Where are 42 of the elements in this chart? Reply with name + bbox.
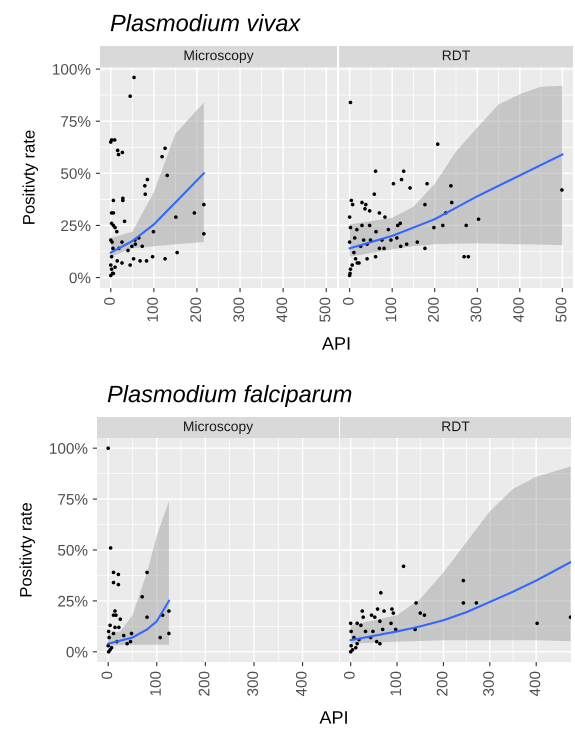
chart-subtitle: RDT [442, 50, 470, 60]
x-tick-label: 0 [101, 672, 112, 679]
chart-subtitle: RDT [442, 422, 470, 432]
x-tick-label: 100 [385, 298, 396, 322]
x-tick-label: 100 [390, 672, 402, 696]
y-axis-title: Positivty rate [22, 130, 38, 224]
chart-title: Plasmodium vivax [110, 14, 301, 32]
chart-subtitle: Microscopy [184, 421, 254, 434]
y-tick-label: 50% [58, 544, 88, 556]
y-tick-label: 75% [58, 494, 88, 505]
x-tick-label: 0 [104, 298, 115, 305]
x-tick-label: 200 [428, 298, 439, 322]
x-tick-label: 500 [556, 298, 566, 322]
y-tick-label: 75% [61, 116, 90, 127]
x-axis-title: API [319, 711, 347, 724]
y-tick-label: 50% [61, 168, 90, 180]
x-tick-label: 200 [436, 672, 448, 696]
y-tick-label: 100% [53, 64, 90, 75]
x-tick-label: 200 [198, 672, 210, 696]
y-axis-title: Positivty rate [19, 503, 36, 596]
x-axis-title: API [322, 337, 350, 350]
x-tick-label: 200 [190, 298, 202, 322]
y-tick-label: 25% [61, 220, 90, 232]
y-tick-label: 0% [69, 272, 90, 284]
y-tick-label: 0% [66, 646, 88, 658]
chart-title: Plasmodium falciparum [108, 384, 352, 408]
x-tick-label: 100 [150, 672, 161, 696]
x-tick-label: 300 [483, 672, 494, 696]
y-tick-label: 25% [58, 596, 88, 607]
x-tick-label: 0 [342, 298, 354, 305]
y-tick-label: 100% [50, 443, 88, 454]
x-tick-label: 400 [296, 672, 307, 696]
x-tick-label: 300 [247, 672, 258, 696]
x-tick-label: 500 [320, 298, 330, 322]
x-tick-label: 400 [529, 672, 540, 696]
x-tick-label: 400 [513, 298, 524, 322]
x-tick-label: 300 [233, 298, 244, 322]
x-tick-label: 300 [470, 298, 482, 322]
x-tick-label: 100 [147, 298, 158, 322]
x-tick-label: 400 [276, 298, 288, 322]
chart-subtitle: Microscopy [184, 50, 254, 63]
x-tick-label: 0 [344, 672, 355, 679]
